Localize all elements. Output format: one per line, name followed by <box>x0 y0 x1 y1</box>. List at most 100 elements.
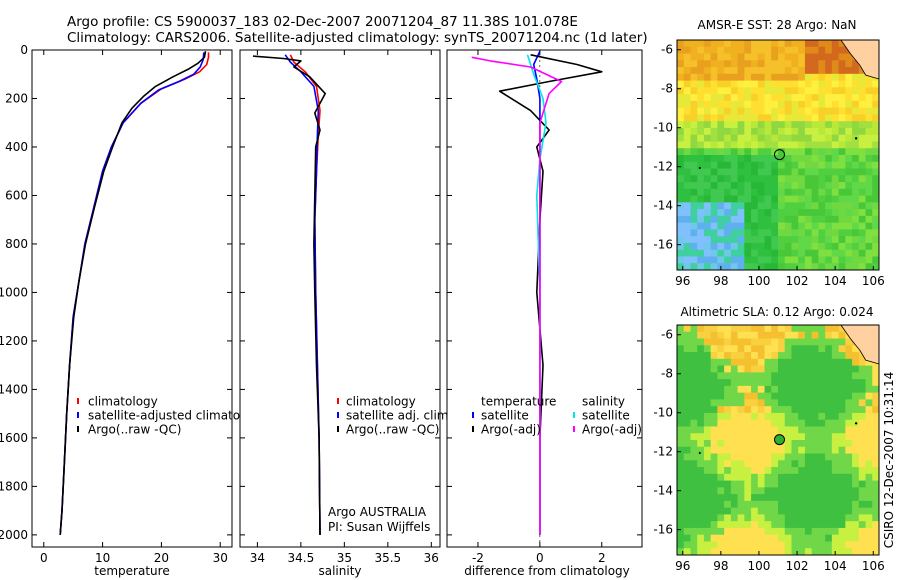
map-cell <box>683 514 691 522</box>
map-cell <box>852 182 860 190</box>
map-cell <box>831 94 840 102</box>
map-cell <box>784 127 792 136</box>
map-cell <box>724 331 732 340</box>
map-cell <box>751 141 759 149</box>
map-cell <box>784 352 792 360</box>
map-cell <box>784 40 792 48</box>
map-cell <box>858 534 867 542</box>
map-cell <box>744 94 752 102</box>
map-cell <box>724 229 732 237</box>
map-cell <box>717 161 725 170</box>
map-cell <box>818 188 826 197</box>
map-cell <box>710 148 718 156</box>
map-cell <box>831 392 840 400</box>
sla-map-frame <box>676 324 880 556</box>
map-cell <box>825 127 833 136</box>
map-cell <box>838 446 846 455</box>
map-cell <box>757 87 766 95</box>
map-cell <box>724 188 732 197</box>
map-cell <box>791 100 799 109</box>
map-cell <box>838 67 846 75</box>
map-cell <box>818 365 826 373</box>
map-cell <box>784 202 792 210</box>
map-cell <box>831 100 840 109</box>
map-cell <box>845 114 853 122</box>
map-cell <box>757 229 766 237</box>
map-cell <box>852 134 860 142</box>
map-cell <box>845 87 853 95</box>
map-cell <box>683 372 691 380</box>
map-cell <box>845 345 853 353</box>
map-cell <box>811 433 819 441</box>
map-cell <box>683 487 691 495</box>
map-cell <box>724 67 732 75</box>
map-cell <box>690 541 698 549</box>
map-cell <box>811 94 819 102</box>
map-cell <box>872 80 880 88</box>
map-cell <box>798 412 806 421</box>
map-cell <box>825 358 833 367</box>
map-cell <box>710 358 718 367</box>
map-cell <box>724 399 732 407</box>
map-cell <box>778 209 786 217</box>
map-cell <box>811 507 819 515</box>
map-cell <box>683 127 691 136</box>
map-cell <box>730 236 739 244</box>
map-cell <box>838 46 846 55</box>
map-cell <box>831 141 840 149</box>
map-cell <box>804 155 813 163</box>
map-cell <box>757 242 766 251</box>
map-cell <box>697 392 705 400</box>
map-cell <box>697 87 705 95</box>
map-cell <box>791 433 799 441</box>
map-cell <box>838 440 846 448</box>
map-cell <box>757 399 766 407</box>
map-cell <box>858 134 867 142</box>
map-cell <box>838 40 846 48</box>
map-cell <box>784 412 792 421</box>
map-cell <box>717 80 725 88</box>
map-cell <box>804 399 813 407</box>
map-cell <box>757 500 766 509</box>
map-cell <box>690 46 698 55</box>
map-cell <box>845 541 853 549</box>
map-cell <box>825 168 833 176</box>
map-cell <box>852 352 860 360</box>
map-cell <box>737 541 745 549</box>
map-cell <box>717 195 725 203</box>
map-cell <box>771 94 779 102</box>
map-cell <box>730 60 739 68</box>
map-cell <box>798 148 806 156</box>
map-cell <box>717 331 725 340</box>
map-cell <box>818 338 826 346</box>
map-cell <box>784 60 792 68</box>
island-marker: • <box>854 419 859 428</box>
map-cell <box>791 419 799 427</box>
map-cell <box>744 372 752 380</box>
map-cell <box>771 460 779 468</box>
map-cell <box>852 209 860 217</box>
map-cell <box>764 175 772 183</box>
map-cell <box>858 80 867 88</box>
map-cell <box>852 242 860 251</box>
map-cell <box>811 161 819 170</box>
map-cell <box>784 215 792 224</box>
map-cell <box>764 372 772 380</box>
map-cell <box>872 487 880 495</box>
map-cell <box>764 215 772 224</box>
map-cell <box>703 121 712 129</box>
map-cell <box>825 480 833 488</box>
map-cell <box>737 94 745 102</box>
map-cell <box>852 141 860 149</box>
map-cell <box>811 352 819 360</box>
map-cell <box>757 249 766 257</box>
map-cell <box>757 392 766 400</box>
map-cell <box>730 94 739 102</box>
map-cell <box>710 121 718 129</box>
map-cell <box>683 352 691 360</box>
map-cell <box>737 507 745 515</box>
map-cell <box>717 249 725 257</box>
map-cell <box>838 182 846 190</box>
map-cell <box>677 514 685 522</box>
map-cell <box>737 215 745 224</box>
